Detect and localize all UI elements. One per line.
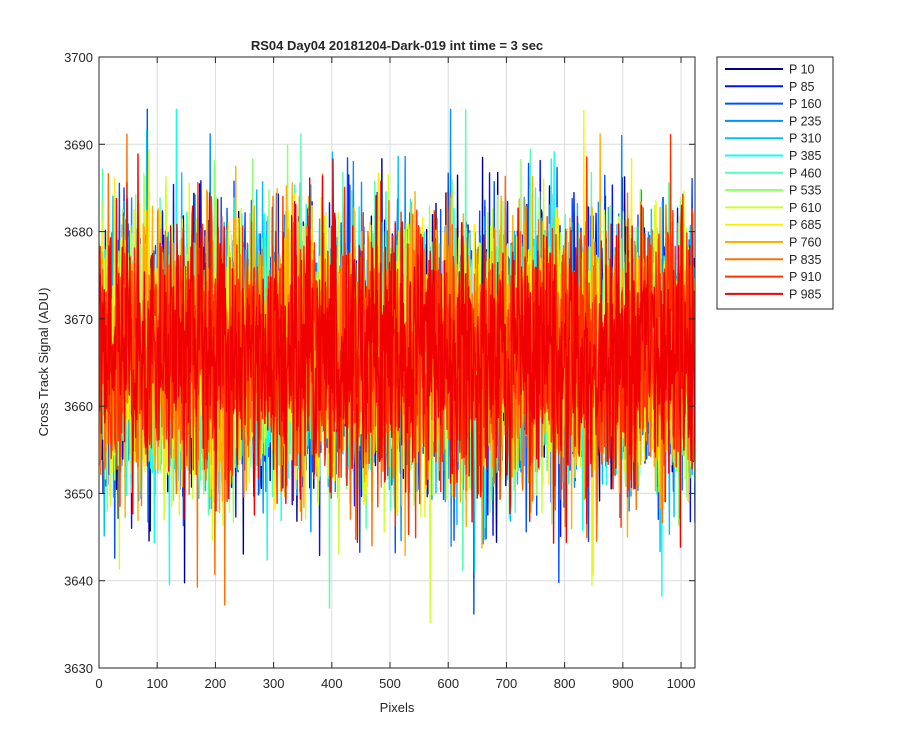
series-line-p-985 [99,153,695,548]
x-tick-label: 100 [146,676,168,691]
legend-label: P 985 [789,287,821,301]
legend-label: P 760 [789,236,821,250]
legend-label: P 535 [789,184,821,198]
legend-label: P 910 [789,270,821,284]
series-line-p-910 [99,133,695,539]
legend-label: P 85 [789,80,815,94]
series-lines [99,108,695,624]
legend-label: P 610 [789,201,821,215]
y-tick-label: 3640 [64,574,93,589]
axis-ticks [98,56,695,669]
legend: P 10 P 85 P 160 P 235 P 310 P 385 P 460 P 535 P … [716,56,834,310]
x-tick-label: 400 [321,676,343,691]
x-tick-label: 200 [205,676,227,691]
legend-label: P 160 [789,97,821,111]
x-tick-label: 0 [95,676,102,691]
y-tick-label: 3670 [64,312,93,327]
x-tick-label: 800 [554,676,576,691]
y-tick-label: 3650 [64,486,93,501]
axis-tick-labels: 0 100 200 300 400 500 600 700 800 900 1000 3630 3640… [64,50,695,691]
legend-label: P 385 [789,149,821,163]
legend-box [716,56,834,310]
y-tick-label: 3700 [64,50,93,65]
x-tick-label: 900 [612,676,634,691]
y-tick-label: 3690 [64,137,93,152]
y-tick-label: 3680 [64,225,93,240]
x-tick-label: 700 [496,676,518,691]
y-axis-label: Cross Track Signal (ADU) [36,288,51,437]
legend-label: P 835 [789,253,821,267]
x-tick-label: 300 [263,676,285,691]
x-tick-label: 500 [379,676,401,691]
legend-label: P 310 [789,132,821,146]
legend-label: P 235 [789,114,821,128]
legend-label: P 685 [789,218,821,232]
legend-label: P 460 [789,166,821,180]
y-tick-label: 3630 [64,661,93,676]
x-tick-label: 600 [437,676,459,691]
x-axis-label: Pixels [380,700,415,715]
x-tick-label: 1000 [667,676,696,691]
axes-box [98,56,696,669]
chart-title: RS04 Day04 20181204-Dark-019 int time = … [251,38,543,53]
legend-label: P 10 [789,63,815,77]
y-tick-label: 3660 [64,399,93,414]
